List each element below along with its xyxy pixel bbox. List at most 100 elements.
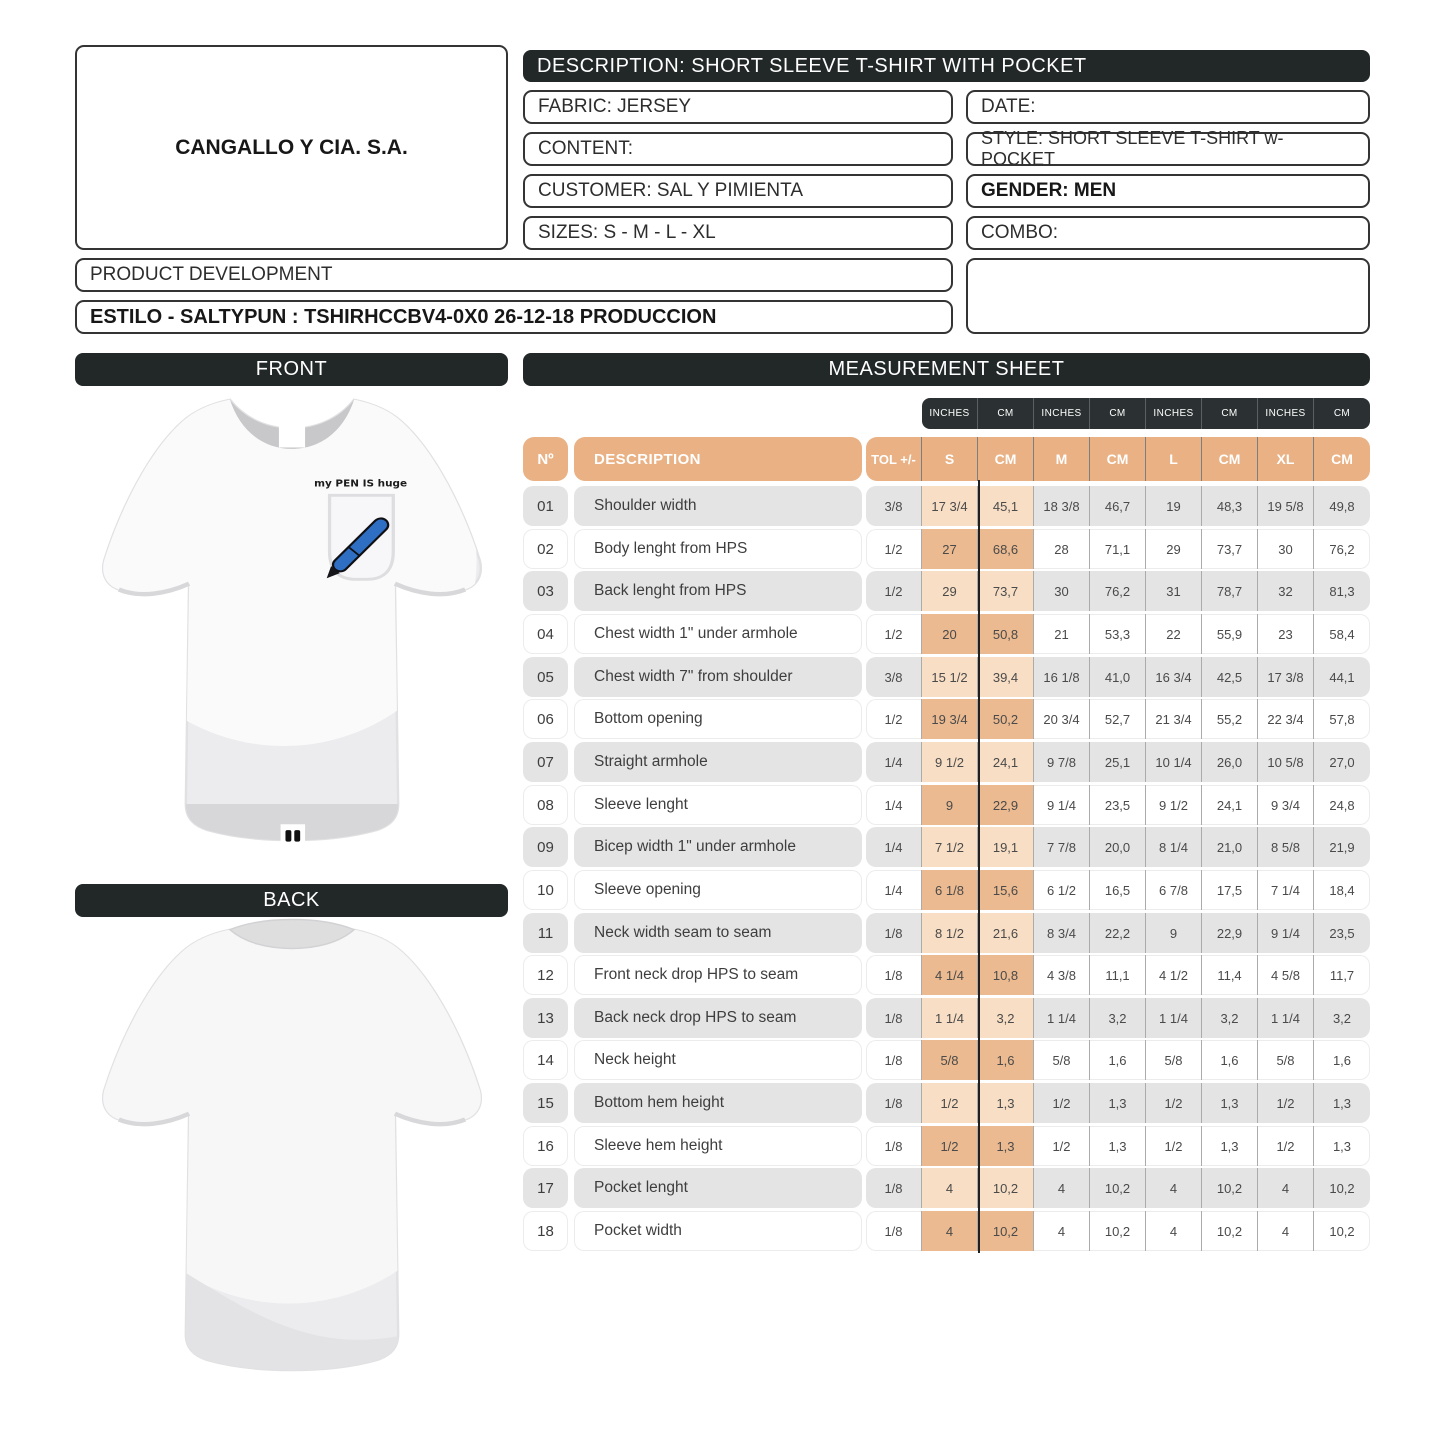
row-description: Sleeve lenght — [574, 785, 862, 825]
row-measurements: 1/4 9 1/2 24,1 9 7/8 25,1 10 1/4 26,0 10 5/8 27,… — [866, 742, 1370, 782]
back-label: BACK — [263, 889, 320, 911]
measurement-value: 5/8 — [1034, 1040, 1090, 1080]
measurement-value: 1,3 — [1090, 1126, 1146, 1166]
measurement-sheet-title: MEASUREMENT SHEET — [523, 353, 1370, 386]
measurement-value: 76,2 — [1090, 571, 1146, 611]
sizes-field: SIZES: S - M - L - XL — [523, 216, 953, 250]
row-description: Back neck drop HPS to seam — [574, 998, 862, 1038]
measurement-value: 1,3 — [1332, 1095, 1352, 1111]
row-number: 12 — [523, 955, 568, 995]
row-measurements: 1/2 27 68,6 28 71,1 29 73,7 30 76,2 — [866, 529, 1370, 569]
table-row: 05 Chest width 7" from shoulder 3/8 15 1/2 3… — [523, 657, 1370, 697]
row-measurements: 1/8 8 1/2 21,6 8 3/4 22,2 9 22,9 9 1/4 23,5 — [866, 913, 1370, 953]
column-header-tolerance: TOL +/- — [866, 437, 922, 481]
measurement-value: 19 5/8 — [1258, 486, 1314, 526]
left-cuff-seam — [117, 581, 191, 597]
row-description: Bicep width 1" under armhole — [574, 827, 862, 867]
column-header-size: CM — [1331, 451, 1353, 467]
measurement-value: 48,3 — [1202, 486, 1258, 526]
measurement-value: 6 7/8 — [1146, 870, 1202, 910]
table-row: 18 Pocket width 1/8 4 10,2 4 10,2 4 10,2 4 10,2 — [523, 1211, 1370, 1251]
column-header-size: CM — [1090, 437, 1146, 481]
tolerance-value: 1/8 — [866, 1126, 922, 1166]
measurement-value: 25,1 — [1090, 742, 1146, 782]
measurement-value: 17 3/4 — [922, 486, 978, 526]
table-row: 11 Neck width seam to seam 1/8 8 1/2 21,6 8 3… — [523, 913, 1370, 953]
measurement-value: 1/2 — [1034, 1083, 1090, 1123]
measurement-value: 81,3 — [1329, 583, 1355, 599]
measurement-value: 11,1 — [1090, 955, 1146, 995]
product-development-field: PRODUCT DEVELOPMENT — [75, 258, 953, 292]
measurement-value: 1,6 — [1090, 1040, 1146, 1080]
measurement-value: 22 3/4 — [1258, 699, 1314, 739]
measurement-value: 20 — [922, 614, 978, 654]
row-measurements: 1/2 19 3/4 50,2 20 3/4 52,7 21 3/4 55,2 22 3/4 5… — [866, 699, 1370, 739]
measurement-value: 22,9 — [1202, 913, 1258, 953]
table-row: 12 Front neck drop HPS to seam 1/8 4 1/4 10,… — [523, 955, 1370, 995]
measurement-value: 29 — [922, 571, 978, 611]
style-text: STYLE: SHORT SLEEVE T-SHIRT w-POCKET — [981, 128, 1284, 169]
measurement-value: 41,0 — [1090, 657, 1146, 697]
measurement-value: 27 — [922, 529, 978, 569]
back-panel-title: BACK — [75, 884, 508, 917]
unit-header-cell: CM — [1202, 398, 1258, 429]
row-number: 14 — [523, 1040, 568, 1080]
collar-label — [278, 418, 306, 448]
measurement-value: 1 1/4 — [1258, 998, 1314, 1038]
tolerance-value: 1/2 — [866, 699, 922, 739]
measurement-value: 1/2 — [1146, 1126, 1202, 1166]
measurement-value: 10 5/8 — [1258, 742, 1314, 782]
measurement-value: 16 3/4 — [1146, 657, 1202, 697]
measurement-value: 27,0 — [1329, 754, 1355, 770]
measurement-value: 9 1/2 — [1146, 785, 1202, 825]
row-measurements: 1/4 7 1/2 19,1 7 7/8 20,0 8 1/4 21,0 8 5/8 21,9 — [866, 827, 1370, 867]
measurement-value: 28 — [1034, 529, 1090, 569]
measurement-value: 19 — [1146, 486, 1202, 526]
table-row: 13 Back neck drop HPS to seam 1/8 1 1/4 3,2 1… — [523, 998, 1370, 1038]
company-name: CANGALLO Y CIA. S.A. — [175, 135, 408, 159]
measurement-value: 50,2 — [978, 699, 1034, 739]
measurement-value: 52,7 — [1090, 699, 1146, 739]
measurement-value: 26,0 — [1202, 742, 1258, 782]
estilo-field: ESTILO - SALTYPUN : TSHIRHCCBV4-0X0 26-1… — [75, 300, 953, 334]
measurement-value: 1,3 — [978, 1126, 1034, 1166]
date-text: DATE: — [981, 96, 1036, 117]
notes-empty-box — [966, 258, 1370, 334]
measurement-value: 19,1 — [978, 827, 1034, 867]
measurement-value: 23,5 — [1329, 925, 1355, 941]
front-collar-inside — [229, 399, 355, 449]
measurement-value: 9 7/8 — [1034, 742, 1090, 782]
tolerance-value: 1/2 — [866, 529, 922, 569]
measurement-value: 3,2 — [1332, 1010, 1352, 1026]
row-description: Front neck drop HPS to seam — [574, 955, 862, 995]
measurement-rows: 01 Shoulder width 3/8 17 3/4 45,1 18 3/8 46,7 1… — [523, 486, 1370, 1254]
table-row: 16 Sleeve hem height 1/8 1/2 1,3 1/2 1,3 1/2 1,3… — [523, 1126, 1370, 1166]
tolerance-value: 1/8 — [866, 998, 922, 1038]
measurement-value: 10,2 — [978, 1211, 1034, 1251]
measurement-value: 5/8 — [922, 1040, 978, 1080]
table-row: 10 Sleeve opening 1/4 6 1/8 15,6 6 1/2 16,5 6 7… — [523, 870, 1370, 910]
measurement-value: 4 — [1258, 1168, 1314, 1208]
measurement-value: 7 7/8 — [1034, 827, 1090, 867]
row-measurements: 3/8 15 1/2 39,4 16 1/8 41,0 16 3/4 42,5 17 3/8 4… — [866, 657, 1370, 697]
measurement-value: 1,6 — [978, 1040, 1034, 1080]
measurement-value: 17,5 — [1202, 870, 1258, 910]
back-collar-band — [228, 918, 356, 950]
measurement-value: 19 3/4 — [922, 699, 978, 739]
table-row: 02 Body lenght from HPS 1/2 27 68,6 28 71,1 29 7… — [523, 529, 1370, 569]
measurement-value: 9 — [922, 785, 978, 825]
measurement-value: 73,7 — [1202, 529, 1258, 569]
tolerance-value: 1/8 — [866, 1040, 922, 1080]
table-row: 14 Neck height 1/8 5/8 1,6 5/8 1,6 5/8 1,6 5/8 1,6 — [523, 1040, 1370, 1080]
row-description: Pocket lenght — [574, 1168, 862, 1208]
measurement-value: 4 — [1146, 1211, 1202, 1251]
measurement-value: 4 — [922, 1168, 978, 1208]
tolerance-value: 1/4 — [866, 785, 922, 825]
measurement-value: 4 1/4 — [922, 955, 978, 995]
pen-graphic — [326, 517, 390, 579]
pocket-slogan-text: my PEN IS huge — [314, 479, 407, 489]
row-description: Neck height — [574, 1040, 862, 1080]
measurement-value: 8 1/4 — [1146, 827, 1202, 867]
measurement-value: 3,2 — [978, 998, 1034, 1038]
